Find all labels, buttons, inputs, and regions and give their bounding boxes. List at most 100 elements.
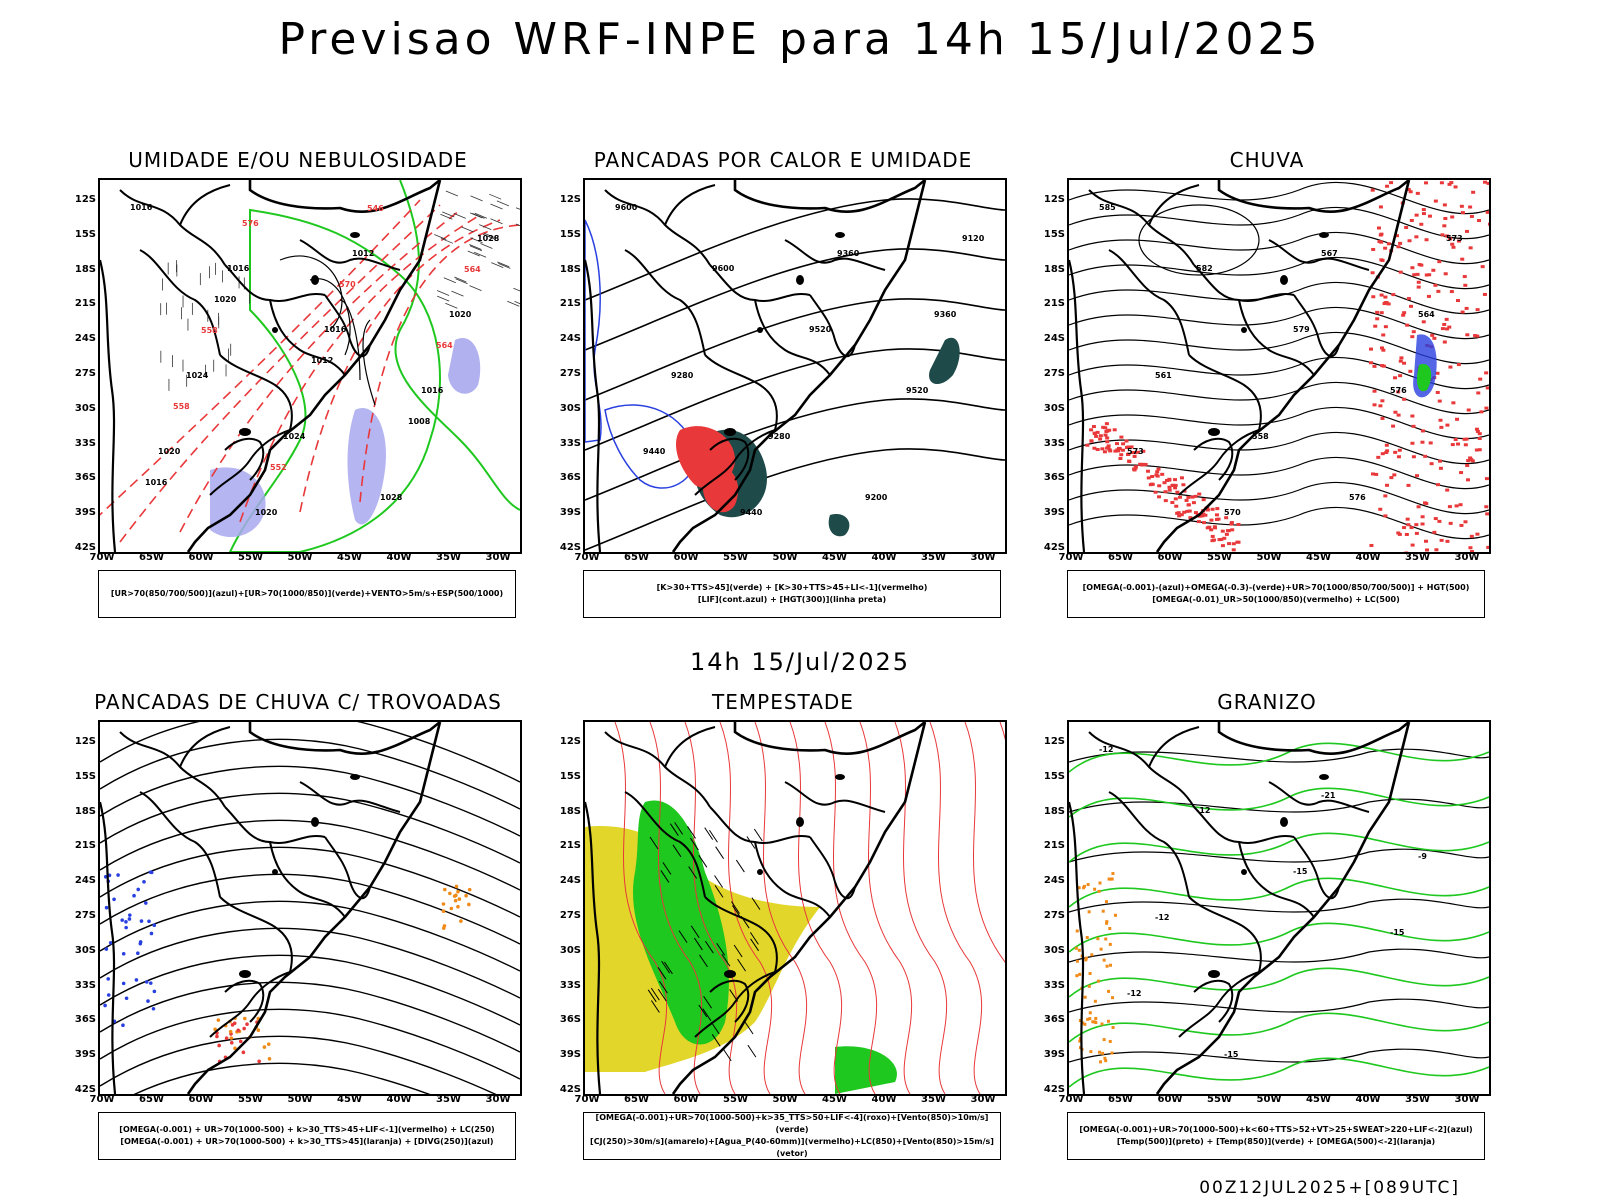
forecast-panel: UMIDADE E/OU NEBULOSIDADE 1016 1016 1016 101…: [75, 148, 522, 618]
latitude-tick-label: 18S: [1043, 263, 1065, 275]
isobar: [309, 278, 351, 356]
red-rain-speck: [1186, 495, 1191, 499]
wind-vector: [735, 859, 745, 873]
orange-omega-speck: [1077, 886, 1081, 890]
red-streamline: [859, 722, 913, 1094]
longitude-tick-label: 45W: [1306, 1094, 1331, 1105]
red-rain-speck: [1380, 364, 1385, 368]
lake: [1241, 327, 1247, 333]
orange-omega-speck: [1085, 936, 1089, 940]
state-border: [754, 841, 831, 918]
panel-legend: [OMEGA(-0.001)+UR>70(1000-500)+k<60+TTS>…: [1067, 1112, 1485, 1160]
red-rain-speck: [1215, 507, 1220, 511]
legend-line: [K>30+TTS>45](verde) + [K>30+TTS>45+LI<-…: [656, 583, 928, 592]
lake: [796, 275, 804, 285]
red-rain-speck: [1133, 466, 1138, 470]
red-rain-speck: [1119, 435, 1124, 439]
red-rain-speck: [1445, 488, 1450, 492]
red-rain-speck: [1464, 306, 1469, 310]
red-thunder-dot: [266, 1042, 271, 1046]
wind-vector: [489, 193, 502, 200]
contour-label: 567: [1321, 249, 1338, 258]
red-rain-speck: [1398, 241, 1403, 245]
red-rain-speck: [1424, 539, 1429, 543]
wind-vector: [657, 988, 667, 1002]
wind-vector: [445, 190, 459, 197]
longitude-tick-label: 60W: [673, 552, 699, 563]
longitude-tick-label: 45W: [822, 1094, 847, 1105]
forecast-panel: TEMPESTADE 12S 15S 18S 21S 24S 27S 30S 33S 36S 39S…: [560, 690, 1007, 1160]
orange-omega-speck: [1086, 1017, 1090, 1021]
orange-omega-speck: [1099, 1060, 1103, 1064]
red-rain-speck: [1450, 242, 1455, 246]
contour-label: -15: [1390, 928, 1405, 937]
streamline: [100, 765, 520, 837]
wind-vector: [470, 237, 483, 244]
red-rain-speck: [1398, 359, 1403, 363]
contour-label: 576: [1349, 493, 1366, 502]
red-rain-speck: [1471, 190, 1476, 194]
lake: [835, 774, 845, 780]
red-rain-speck: [1401, 313, 1406, 317]
red-rain-speck: [1474, 448, 1479, 452]
wind-vector: [693, 937, 703, 951]
red-thunder-dot: [242, 1026, 246, 1031]
red-rain-speck: [1173, 478, 1178, 482]
wind-vector: [715, 846, 725, 859]
longitude-tick-label: 50W: [287, 552, 313, 563]
red-streamline: [719, 722, 773, 1094]
state-border: [119, 189, 226, 266]
wind-vector: [443, 277, 456, 284]
longitude-tick-label: 65W: [1108, 1094, 1133, 1105]
contour-label: 576: [242, 219, 259, 228]
red-rain-speck: [1420, 515, 1425, 519]
red-thickness-line: [359, 224, 520, 503]
longitude-tick-label: 50W: [772, 1094, 798, 1105]
red-rain-speck: [1163, 490, 1168, 494]
red-rain-speck: [1459, 204, 1464, 208]
orange-omega-speck: [1078, 972, 1082, 976]
contour-label: 9280: [768, 432, 791, 441]
contour-label: 9520: [906, 386, 929, 395]
red-thunder-dot: [217, 1043, 221, 1048]
wind-vector: [437, 295, 450, 302]
red-rain-speck: [1473, 334, 1478, 338]
longitude-tick-label: 70W: [574, 1094, 600, 1105]
contour-label: -15: [1224, 1050, 1239, 1059]
wind-vector: [453, 213, 466, 219]
red-rain-speck: [1449, 181, 1454, 185]
red-rain-speck: [1155, 470, 1160, 474]
red-rain-speck: [1409, 526, 1414, 530]
orange-omega-speck: [1097, 1050, 1101, 1054]
red-rain-speck: [1098, 437, 1103, 441]
red-thunder-dot: [262, 1045, 267, 1049]
red-rain-speck: [1438, 418, 1443, 422]
map-frame: 585 582 579 576 573 570 567 564 561 558 576 573: [1067, 178, 1491, 554]
lake: [724, 970, 736, 978]
contour-label: 1020: [255, 508, 278, 517]
red-rain-speck: [1162, 481, 1167, 485]
red-rain-speck: [1386, 302, 1391, 306]
map-frame: 9600 9600 9520 9520 9440 9440 9360 9360 9280 9280…: [583, 178, 1007, 554]
red-rain-speck: [1146, 476, 1151, 480]
panel-title: PANCADAS DE CHUVA C/ TROVOADAS: [94, 690, 502, 714]
red-rain-speck: [1420, 522, 1425, 526]
red-rain-speck: [1197, 514, 1202, 518]
wind-vector: [699, 954, 708, 968]
red-rain-speck: [1484, 406, 1489, 410]
contour-label: -15: [1293, 867, 1308, 876]
red-rain-speck: [1402, 361, 1407, 365]
latitude-tick-label: 30S: [559, 402, 581, 414]
red-rain-speck: [1380, 258, 1385, 262]
red-rain-speck: [1378, 507, 1383, 511]
red-rain-speck: [1454, 504, 1459, 508]
longitude-tick-label: 60W: [188, 1094, 214, 1105]
red-rain-speck: [1396, 390, 1401, 394]
red-rain-speck: [1469, 534, 1474, 538]
red-rain-speck: [1124, 439, 1129, 443]
red-rain-speck: [1182, 510, 1187, 514]
red-rain-speck: [1436, 483, 1441, 487]
longitude-tick-label: 70W: [1058, 552, 1084, 563]
red-rain-speck: [1433, 199, 1438, 203]
state-border: [139, 791, 221, 898]
